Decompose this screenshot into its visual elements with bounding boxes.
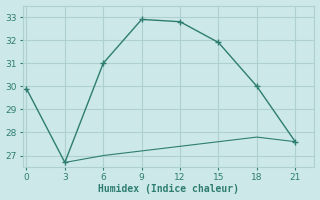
X-axis label: Humidex (Indice chaleur): Humidex (Indice chaleur): [98, 184, 239, 194]
